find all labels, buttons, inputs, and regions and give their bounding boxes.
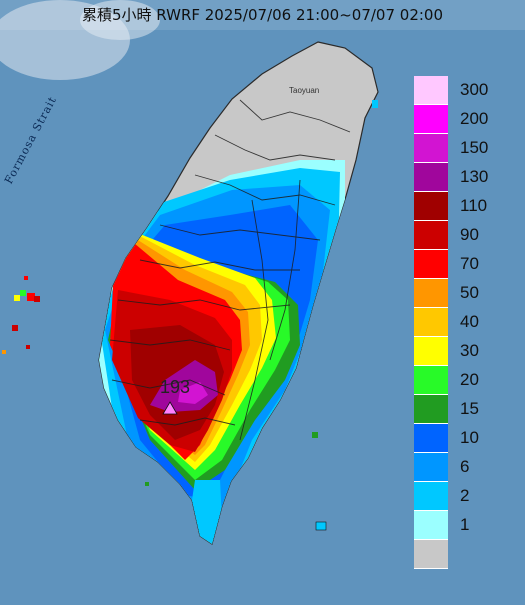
legend-swatch <box>414 105 448 134</box>
legend-label: 10 <box>460 428 479 447</box>
legend-swatch <box>414 424 448 453</box>
legend-swatch <box>414 308 448 337</box>
legend-swatch <box>414 76 448 105</box>
color-legend: 300 200 150 130 110 90 70 50 40 30 20 15 10 6 2 1 <box>412 76 518 576</box>
legend-swatch <box>414 482 448 511</box>
legend-label: 1 <box>460 515 470 534</box>
rainfall-field <box>99 160 345 544</box>
legend-swatch <box>414 511 448 540</box>
legend-swatch <box>414 192 448 221</box>
legend-label: 2 <box>460 486 470 505</box>
legend-label: 150 <box>460 138 489 157</box>
legend-swatch <box>414 337 448 366</box>
county-boundaries <box>109 99 351 441</box>
legend-label: 20 <box>460 370 479 389</box>
legend-swatch <box>414 366 448 395</box>
legend-label: 300 <box>460 80 489 99</box>
legend-label: 110 <box>460 196 488 215</box>
legend-label: 40 <box>460 312 479 331</box>
legend-label: 70 <box>460 254 479 273</box>
city-label: Taoyuan <box>289 86 320 95</box>
legend-label: 130 <box>460 167 489 186</box>
legend-swatch <box>414 395 448 424</box>
legend-swatch <box>414 134 448 163</box>
legend-swatch <box>414 163 448 192</box>
legend-swatch <box>414 250 448 279</box>
legend-label: 90 <box>460 225 479 244</box>
max-value-label: 193 <box>160 377 191 397</box>
map-title: 累積5小時 RWRF 2025/07/06 21:00~07/07 02:00 <box>0 0 525 30</box>
legend-swatch <box>414 453 448 482</box>
legend-swatch <box>414 540 448 569</box>
legend-swatch <box>414 279 448 308</box>
max-point-marker <box>162 401 178 415</box>
offshore-islands <box>2 100 378 531</box>
legend-label: 6 <box>460 457 470 476</box>
legend-label: 15 <box>460 399 479 418</box>
legend-label: 200 <box>460 109 489 128</box>
legend-label: 30 <box>460 341 479 360</box>
legend-label: 50 <box>460 283 479 302</box>
legend-swatch <box>414 221 448 250</box>
taiwan-island <box>98 41 379 545</box>
cloud-patch <box>80 0 160 40</box>
